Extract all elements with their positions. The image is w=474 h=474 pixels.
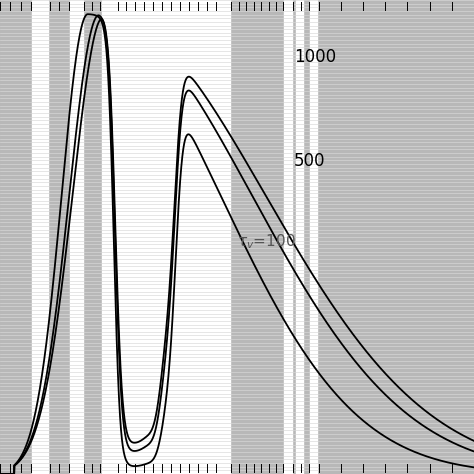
Bar — [32, 0, 48, 474]
Text: 1000: 1000 — [294, 47, 336, 65]
Text: $\tau_v$=100: $\tau_v$=100 — [237, 232, 296, 251]
Bar — [296, 0, 303, 474]
Bar — [116, 0, 218, 474]
Bar — [102, 0, 116, 474]
Bar — [70, 0, 83, 474]
Text: 500: 500 — [294, 152, 325, 170]
Bar — [310, 0, 317, 474]
Bar — [218, 0, 230, 474]
Bar — [284, 0, 292, 474]
